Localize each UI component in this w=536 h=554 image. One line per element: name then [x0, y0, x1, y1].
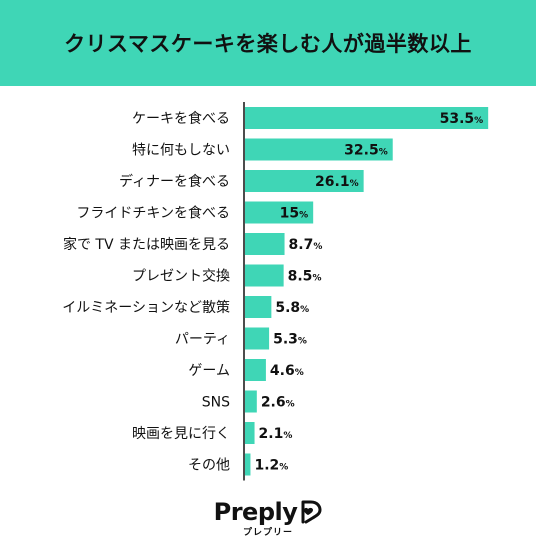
category-label: SNS [202, 395, 230, 411]
value-label: 8.5% [288, 269, 322, 285]
value-label: 15% [280, 206, 309, 222]
category-label: 映画を見に行く [132, 426, 230, 442]
value-label: 5.3% [273, 332, 307, 348]
value-label: 2.1% [259, 426, 293, 442]
bar [245, 422, 255, 444]
category-label: パーティ [175, 332, 230, 348]
value-label: 8.7% [289, 237, 323, 253]
bar-chart: ケーキを食べる 53.5% 特に何もしない 32.5% ディナーを食べる 26.1% フライ… [62, 102, 489, 481]
category-label: 家で TV または映画を見る [63, 236, 230, 253]
value-label: 2.6% [261, 395, 295, 411]
bar [245, 233, 285, 255]
preply-logo: Preply プレプリー [0, 498, 536, 538]
bar [245, 296, 272, 318]
logo-subtitle: プレプリー [242, 528, 293, 538]
value-label: 4.6% [270, 363, 304, 379]
chart-title: クリスマスケーキを楽しむ人が過半数以上 [64, 32, 472, 56]
value-label: 32.5% [344, 143, 388, 159]
bar [245, 359, 266, 381]
logo-wordmark: Preply [213, 498, 298, 526]
category-label: その他 [188, 458, 230, 474]
value-label: 1.2% [254, 458, 288, 474]
value-label: 53.5% [440, 111, 484, 127]
category-label: フライドチキンを食べる [76, 205, 230, 222]
category-label: イルミネーションなど散策 [62, 299, 230, 316]
category-label: ケーキを食べる [132, 110, 230, 127]
bar [245, 327, 270, 350]
bar [245, 390, 257, 413]
category-label: 特に何もしない [132, 143, 230, 159]
category-label: ゲーム [188, 363, 230, 379]
value-label: 5.8% [275, 300, 309, 316]
bar [245, 138, 393, 161]
preply-heart-icon [301, 500, 322, 524]
category-label: プレゼント交換 [132, 268, 230, 285]
bar [245, 107, 489, 129]
bar [245, 264, 284, 287]
bar [245, 170, 364, 192]
value-label: 26.1% [315, 174, 359, 190]
category-label: ディナーを食べる [119, 173, 230, 190]
bar [245, 453, 251, 476]
bar [245, 201, 314, 224]
title-banner: クリスマスケーキを楽しむ人が過半数以上 [0, 0, 536, 86]
